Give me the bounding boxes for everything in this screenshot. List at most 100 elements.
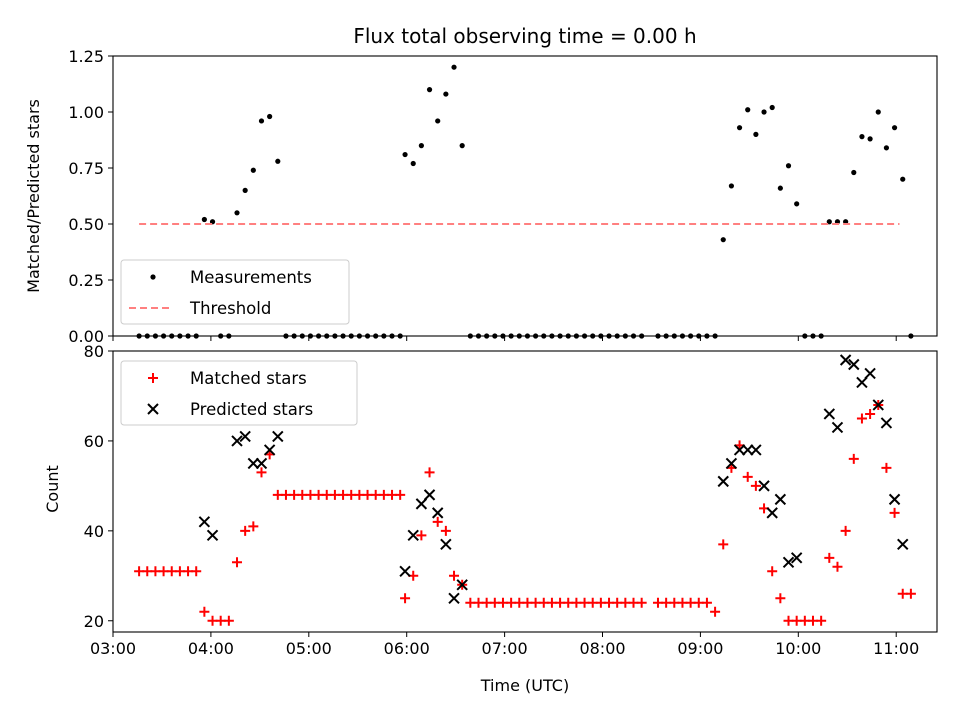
x-tick-label: 05:00 — [286, 639, 332, 658]
x-tick-label: 09:00 — [677, 639, 723, 658]
matched-star-point — [432, 516, 443, 527]
x-tick-label: 07:00 — [482, 639, 528, 658]
matched-star-point — [440, 525, 451, 536]
predicted-star-point — [864, 367, 876, 380]
measurement-point — [753, 131, 759, 137]
legend-predicted-swatch — [147, 403, 159, 415]
predicted-star-point — [766, 507, 778, 519]
matched-star-point — [424, 467, 435, 478]
matched-star-point — [232, 557, 243, 568]
legend: Matched stars Predicted stars — [120, 360, 358, 426]
matched-star-point — [449, 570, 460, 581]
matched-star-point — [199, 606, 210, 617]
matched-star-point — [767, 566, 778, 577]
matched-star-point — [710, 606, 721, 617]
measurement-point — [883, 145, 890, 151]
measurement-point — [785, 163, 792, 169]
matched-star-point — [248, 521, 259, 532]
predicted-star-point — [742, 444, 754, 456]
matched-star-point — [889, 507, 900, 518]
legend: Measurements Threshold — [120, 259, 350, 325]
predicted-star-point — [848, 358, 860, 371]
predicted-star-point — [717, 475, 729, 488]
measurement-point — [451, 64, 457, 70]
matched-star-point — [832, 561, 843, 572]
measurement-point — [867, 136, 873, 142]
measurement-point — [728, 183, 735, 189]
measurement-point — [267, 113, 273, 120]
predicted-star-point — [782, 556, 795, 569]
measurement-point — [859, 134, 865, 140]
y-tick-label: 1.25 — [68, 47, 104, 66]
matched-star-point — [742, 471, 753, 482]
y-tick-label: 1.00 — [68, 103, 104, 122]
predicted-star-point — [856, 376, 868, 389]
x-tick-label: 06:00 — [384, 639, 430, 658]
y-tick-label: 80 — [84, 342, 104, 361]
matched-star-point — [636, 597, 647, 608]
matched-star-point — [840, 525, 851, 536]
measurement-point — [761, 109, 767, 115]
measurement-point — [418, 143, 424, 149]
predicted-star-point — [725, 457, 738, 470]
predicted-star-point — [831, 421, 844, 434]
predicted-star-point — [263, 444, 276, 456]
measurement-point — [720, 237, 726, 243]
measurement-point — [769, 104, 775, 111]
predicted-star-point — [880, 417, 893, 429]
measurement-point — [426, 87, 433, 93]
measurement-point — [745, 107, 751, 113]
measurement-point — [459, 143, 465, 149]
matched-star-point — [881, 462, 892, 473]
matched-star-point — [416, 530, 427, 541]
predicted-star-point — [839, 354, 852, 366]
measurement-point — [851, 169, 857, 176]
legend-matched-swatch — [148, 373, 158, 383]
predicted-star-point — [206, 529, 219, 542]
matched-star-point — [191, 566, 202, 577]
predicted-star-point — [415, 498, 428, 510]
x-tick-label: 08:00 — [579, 639, 625, 658]
y-tick-label: 60 — [84, 432, 104, 451]
measurement-point — [402, 151, 408, 158]
measurement-point — [410, 160, 416, 167]
matched-star-point — [848, 453, 859, 464]
matched-star-point — [223, 615, 234, 626]
predicted-star-point — [440, 538, 452, 551]
measurement-point — [435, 118, 441, 124]
matched-star-point — [701, 597, 712, 608]
measurement-point — [777, 185, 783, 191]
legend-label: Measurements — [190, 268, 312, 287]
legend-label: Predicted stars — [190, 400, 313, 419]
y-tick-label: 0.00 — [68, 327, 104, 346]
plot-frame — [112, 350, 938, 633]
legend-label: Matched stars — [190, 369, 307, 388]
matched-star-point — [775, 593, 786, 604]
measurement-point — [250, 167, 256, 173]
predicted-star-point — [407, 529, 419, 542]
predicted-star-point — [423, 489, 436, 501]
matched-star-point — [240, 525, 251, 536]
top-panel: 0.00 0.25 0.50 0.75 1.00 1.25 Measurements Thre… — [68, 47, 938, 346]
predicted-star-point — [872, 399, 884, 411]
legend-box — [120, 259, 350, 325]
bottom-panel-ylabel: Count — [43, 465, 62, 513]
matched-star-point — [865, 408, 876, 419]
x-tick-label: 11:00 — [873, 639, 919, 658]
y-tick-label: 0.25 — [68, 271, 104, 290]
predicted-star-point — [888, 493, 901, 506]
plot-frame — [112, 55, 938, 337]
matched-star-point — [750, 480, 761, 491]
predicted-star-point — [750, 444, 762, 456]
predicted-star-point — [272, 430, 284, 443]
x-tick-label: 10:00 — [775, 639, 821, 658]
matched-star-point — [824, 552, 835, 563]
predicted-star-point — [733, 444, 746, 456]
predicted-star-point — [198, 516, 211, 528]
measurement-point — [875, 109, 881, 115]
legend-measurement-swatch — [150, 274, 156, 280]
measurement-point — [234, 210, 240, 216]
measurement-point — [891, 125, 898, 131]
predicted-star-point — [774, 493, 787, 506]
measurement-point — [275, 158, 281, 164]
